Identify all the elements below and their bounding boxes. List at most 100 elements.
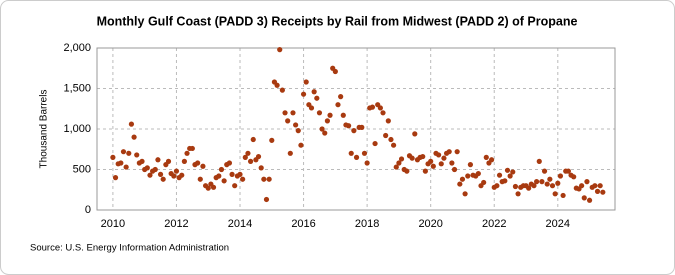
point (428, 158, 434, 164)
point (274, 82, 280, 88)
x-tick-label: 2022 (482, 218, 506, 230)
point (311, 89, 317, 95)
point (131, 134, 137, 140)
point (282, 110, 288, 116)
point (502, 178, 508, 184)
point (338, 94, 344, 100)
point (454, 149, 460, 155)
point (205, 185, 211, 191)
point (189, 145, 195, 152)
point (237, 171, 243, 177)
point (592, 183, 598, 189)
point (383, 132, 389, 139)
point (218, 166, 225, 173)
y-tick-label: 500 (73, 163, 91, 175)
point (526, 185, 532, 191)
point (165, 158, 172, 164)
point (438, 161, 444, 167)
point (319, 126, 325, 132)
y-tick-label: 0 (85, 204, 91, 216)
point (489, 157, 495, 163)
point (436, 152, 442, 158)
point (536, 158, 542, 164)
point (372, 140, 378, 147)
point (327, 112, 333, 118)
point (157, 171, 164, 177)
point (293, 122, 299, 128)
point (250, 136, 256, 143)
point (221, 178, 227, 184)
point (255, 153, 262, 160)
plot-border (96, 47, 616, 211)
point (446, 149, 452, 155)
point (184, 150, 190, 156)
point (465, 173, 471, 179)
x-tick-label: 2014 (228, 218, 252, 230)
point (348, 150, 354, 156)
point (467, 162, 474, 168)
point (340, 112, 346, 118)
point (285, 118, 291, 124)
point (112, 175, 119, 181)
point (547, 176, 553, 182)
point (539, 179, 545, 185)
point (263, 196, 270, 203)
point (134, 152, 140, 158)
point (390, 142, 397, 148)
point (388, 136, 394, 143)
y-tick-label: 1,000 (63, 123, 91, 135)
point (258, 165, 264, 171)
point (385, 118, 391, 124)
point (300, 91, 307, 97)
point (298, 142, 304, 148)
point (594, 188, 601, 194)
point (451, 166, 458, 173)
x-tick-label: 2010 (101, 218, 125, 230)
point (232, 183, 238, 189)
point (351, 128, 357, 134)
y-tick-label: 2,000 (63, 42, 91, 54)
point (507, 173, 513, 179)
point (398, 156, 405, 162)
y-axis-label: Thousand Barrels (39, 90, 50, 169)
point (422, 168, 428, 174)
point (295, 128, 301, 134)
point (160, 176, 166, 182)
source-note: Source: U.S. Energy Information Administ… (30, 243, 229, 254)
point (242, 154, 248, 160)
point (314, 95, 320, 101)
point (128, 121, 135, 127)
point (118, 160, 124, 166)
point (269, 137, 275, 143)
point (396, 160, 402, 166)
point (200, 163, 206, 169)
point (579, 183, 585, 189)
point (552, 191, 558, 197)
point (240, 176, 246, 182)
point (369, 104, 376, 110)
point (571, 174, 577, 180)
point (515, 191, 521, 197)
chart-title: Monthly Gulf Coast (PADD 3) Receipts by … (97, 14, 578, 28)
point (430, 163, 436, 169)
point (481, 179, 487, 186)
point (475, 170, 481, 177)
x-tick-label: 2016 (291, 218, 315, 230)
point (316, 110, 323, 116)
point (261, 176, 267, 182)
point (512, 183, 519, 190)
x-tick-label: 2018 (355, 218, 379, 230)
point (565, 168, 571, 174)
point (459, 176, 466, 182)
point (277, 47, 283, 53)
point (361, 150, 368, 156)
point (322, 130, 328, 136)
point (245, 150, 251, 156)
point (531, 183, 537, 189)
point (409, 155, 415, 161)
point (139, 158, 145, 164)
point (549, 183, 556, 189)
point (597, 183, 603, 189)
point (110, 154, 116, 160)
